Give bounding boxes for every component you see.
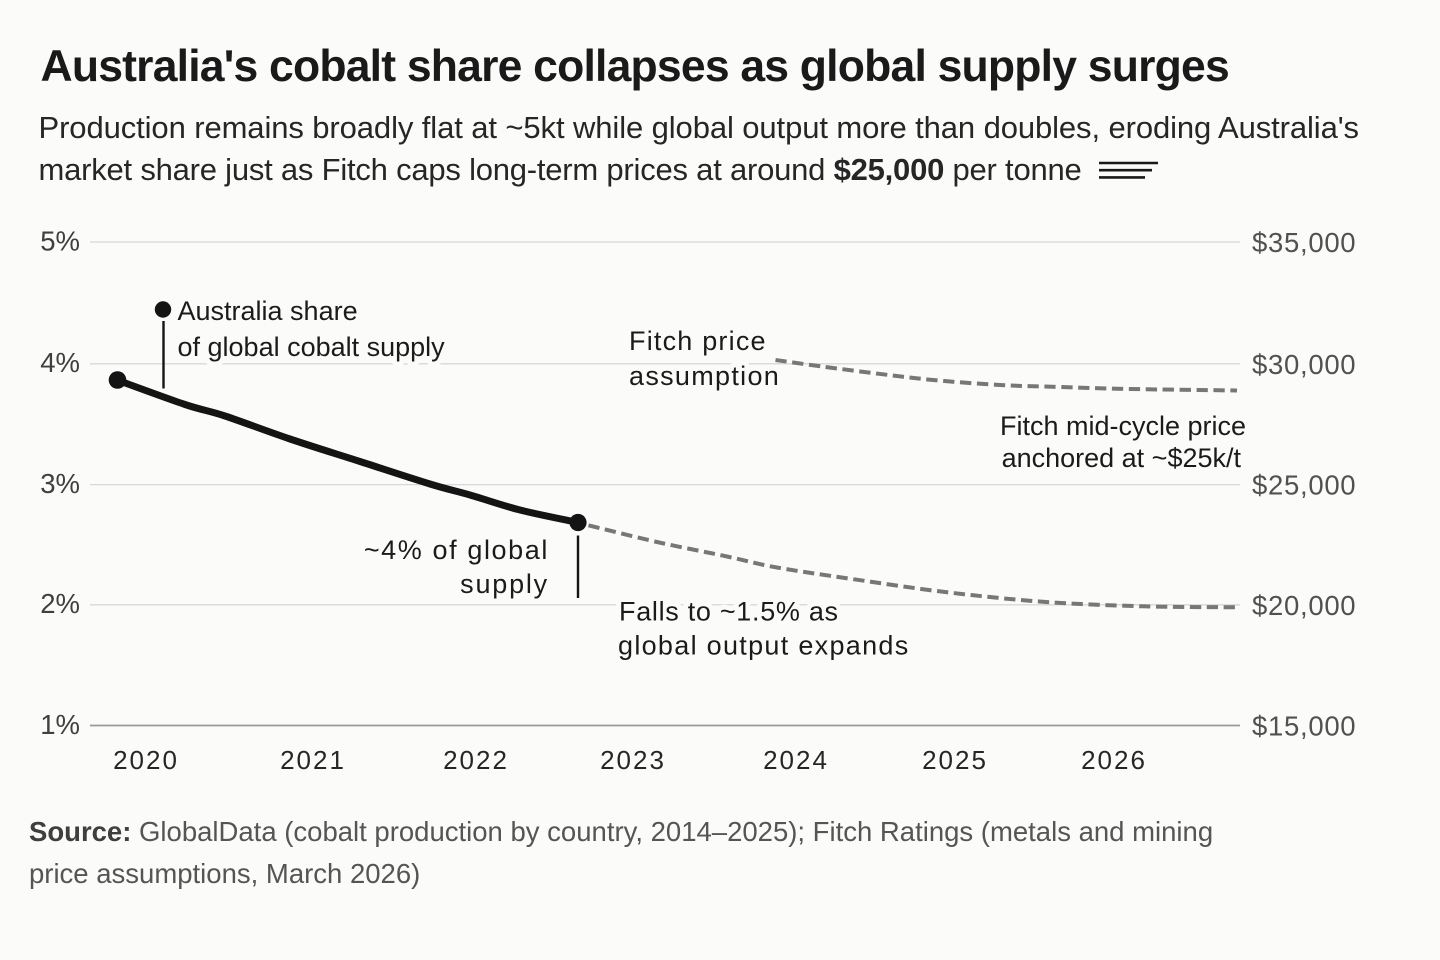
svg-text:Production remains broadly fla: Production remains broadly flat at ~5kt …: [39, 110, 1359, 145]
svg-text:~4% of global: ~4% of global: [364, 535, 549, 565]
svg-text:Fitch price: Fitch price: [629, 326, 767, 356]
svg-text:2025: 2025: [922, 745, 988, 775]
svg-text:2021: 2021: [280, 745, 346, 775]
svg-text:Falls to ~1.5% as: Falls to ~1.5% as: [619, 597, 839, 627]
svg-text:supply: supply: [460, 569, 549, 599]
svg-text:$35,000: $35,000: [1252, 227, 1356, 258]
svg-text:$15,000: $15,000: [1252, 711, 1356, 742]
svg-text:$25,000: $25,000: [1252, 470, 1356, 501]
svg-text:3%: 3%: [40, 468, 80, 499]
svg-text:2020: 2020: [113, 745, 179, 775]
svg-text:of global cobalt supply: of global cobalt supply: [178, 332, 446, 362]
svg-text:assumption: assumption: [629, 361, 780, 391]
svg-text:2%: 2%: [40, 588, 80, 619]
svg-text:2026: 2026: [1081, 745, 1147, 775]
svg-text:anchored at ~$25k/t: anchored at ~$25k/t: [1002, 443, 1242, 473]
svg-text:market share just as Fitch cap: market share just as Fitch caps long-ter…: [39, 152, 1082, 187]
svg-text:4%: 4%: [40, 347, 80, 378]
svg-text:Fitch mid-cycle price: Fitch mid-cycle price: [1000, 411, 1246, 441]
svg-text:2022: 2022: [443, 745, 509, 775]
svg-text:global output expands: global output expands: [618, 631, 910, 661]
svg-text:$30,000: $30,000: [1252, 349, 1356, 380]
svg-text:2024: 2024: [763, 745, 829, 775]
svg-text:Australia's cobalt share colla: Australia's cobalt share collapses as gl…: [41, 42, 1229, 91]
svg-text:Australia share: Australia share: [178, 296, 358, 326]
svg-text:2023: 2023: [600, 745, 666, 775]
svg-text:Source: GlobalData (cobalt pro: Source: GlobalData (cobalt production by…: [29, 816, 1213, 847]
svg-text:$20,000: $20,000: [1252, 590, 1356, 621]
svg-text:price assumptions, March 2026): price assumptions, March 2026): [29, 858, 420, 889]
svg-text:1%: 1%: [40, 709, 80, 740]
svg-text:5%: 5%: [40, 225, 80, 256]
